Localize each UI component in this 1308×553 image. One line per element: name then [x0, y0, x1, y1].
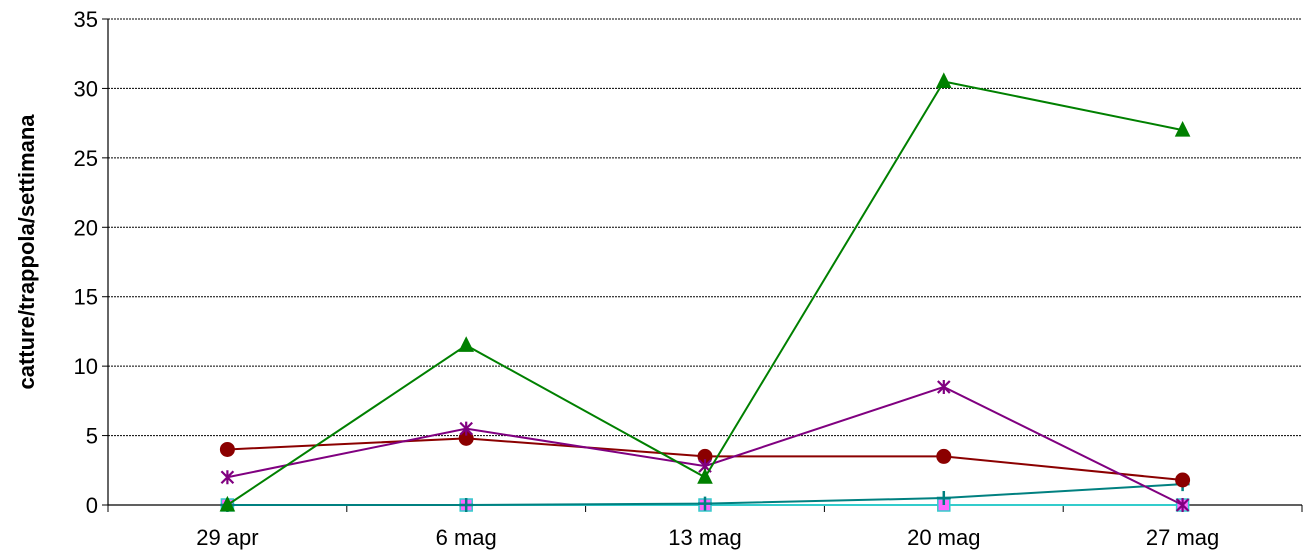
data-point-0-0 — [219, 495, 236, 512]
series-1 — [220, 379, 1190, 512]
x-tick-label-1: 6 mag — [436, 525, 497, 550]
y-tick-label-5: 25 — [74, 146, 98, 171]
data-point-2-3 — [936, 448, 952, 464]
x-tick-label-2: 13 mag — [668, 525, 741, 550]
data-point-3-2 — [698, 496, 712, 511]
data-point-2-4 — [1175, 472, 1191, 488]
data-point-1-4 — [1175, 498, 1190, 512]
series-group — [219, 72, 1191, 512]
y-tick-label-4: 20 — [74, 215, 98, 240]
y-axis-label: catture/trappola/settimana — [14, 114, 39, 390]
series-line-1 — [227, 385, 1184, 506]
data-point-0-4 — [1174, 120, 1191, 137]
data-point-3-1 — [459, 498, 474, 512]
x-tick-label-4: 27 mag — [1146, 525, 1219, 550]
y-tick-label-2: 10 — [74, 354, 98, 379]
y-tick-label-3: 15 — [74, 285, 98, 310]
axes — [102, 18, 1303, 512]
y-tick-label-0: 0 — [86, 493, 98, 518]
series-0 — [219, 72, 1191, 512]
x-tick-labels: 29 apr 6 mag 13 mag 20 mag 27 mag — [196, 525, 1219, 550]
data-point-1-1 — [459, 421, 473, 436]
data-point-1-0 — [220, 470, 235, 485]
data-point-1-3 — [937, 379, 951, 394]
data-point-0-1 — [458, 336, 475, 352]
y-tick-label-1: 5 — [86, 424, 98, 449]
data-point-0-2 — [697, 468, 713, 484]
y-tick-label-6: 30 — [74, 76, 98, 101]
data-point-0-3 — [935, 72, 952, 88]
series-line-0 — [226, 80, 1183, 506]
y-tick-labels: 0 5 10 15 20 25 30 35 — [74, 7, 98, 518]
x-tick-label-3: 20 mag — [907, 525, 980, 550]
gridlines — [108, 18, 1302, 437]
x-tick-label-0: 29 apr — [196, 525, 258, 550]
y-tick-label-7: 35 — [74, 7, 98, 32]
data-point-2-0 — [219, 441, 235, 457]
data-point-3-3 — [936, 491, 951, 506]
series-2 — [219, 430, 1191, 488]
